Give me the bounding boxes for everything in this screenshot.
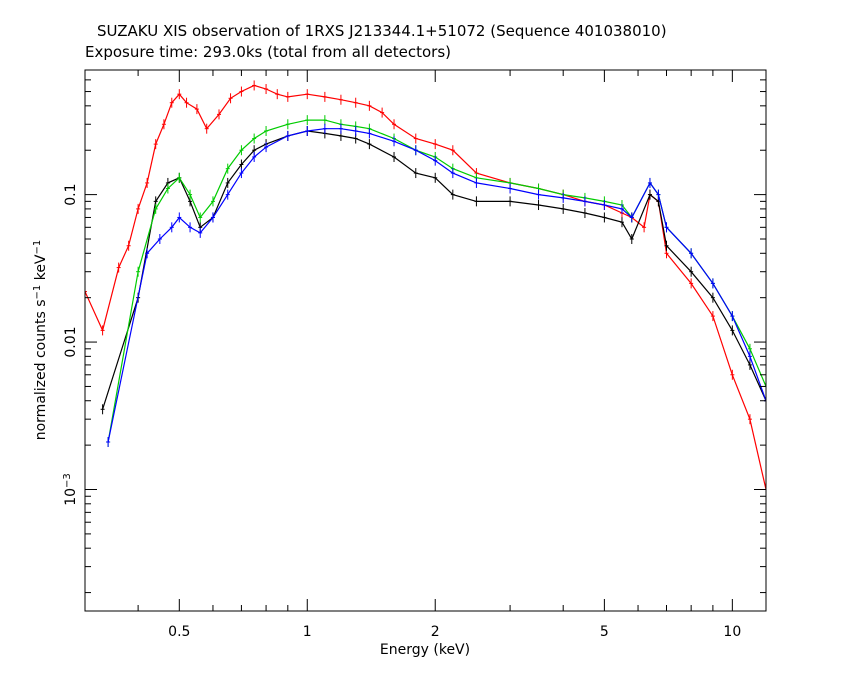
series-trace xyxy=(102,130,766,410)
series-trace xyxy=(107,119,766,443)
y-tick-label: 10−3 xyxy=(62,473,80,506)
x-tick-label: 0.5 xyxy=(168,624,190,640)
x-tick-label: 2 xyxy=(431,624,440,640)
y-axis-label: normalized counts s−1 keV−1 xyxy=(32,240,50,441)
x-tick-label: 1 xyxy=(303,624,312,640)
plot-area xyxy=(85,80,766,495)
data-series xyxy=(85,80,766,495)
data-series xyxy=(106,123,766,448)
series-trace xyxy=(107,128,766,443)
data-series xyxy=(106,115,766,448)
chart-subtitle: Exposure time: 293.0ks (total from all d… xyxy=(85,43,452,61)
x-tick-label: 10 xyxy=(723,624,741,640)
plot-frame xyxy=(84,69,767,612)
y-tick-label: 0.01 xyxy=(63,326,79,357)
x-axis-label: Energy (keV) xyxy=(380,642,470,658)
y-axis: 10−3 0.01 0.1 xyxy=(62,79,766,594)
y-tick-label: 0.1 xyxy=(63,183,79,205)
x-tick-label: 5 xyxy=(600,624,609,640)
data-series xyxy=(100,126,766,415)
chart-title: SUZAKU XIS observation of 1RXS J213344.1… xyxy=(97,22,667,40)
x-axis: 0.5 1 2 5 10 xyxy=(84,70,741,640)
series-trace xyxy=(85,84,766,490)
